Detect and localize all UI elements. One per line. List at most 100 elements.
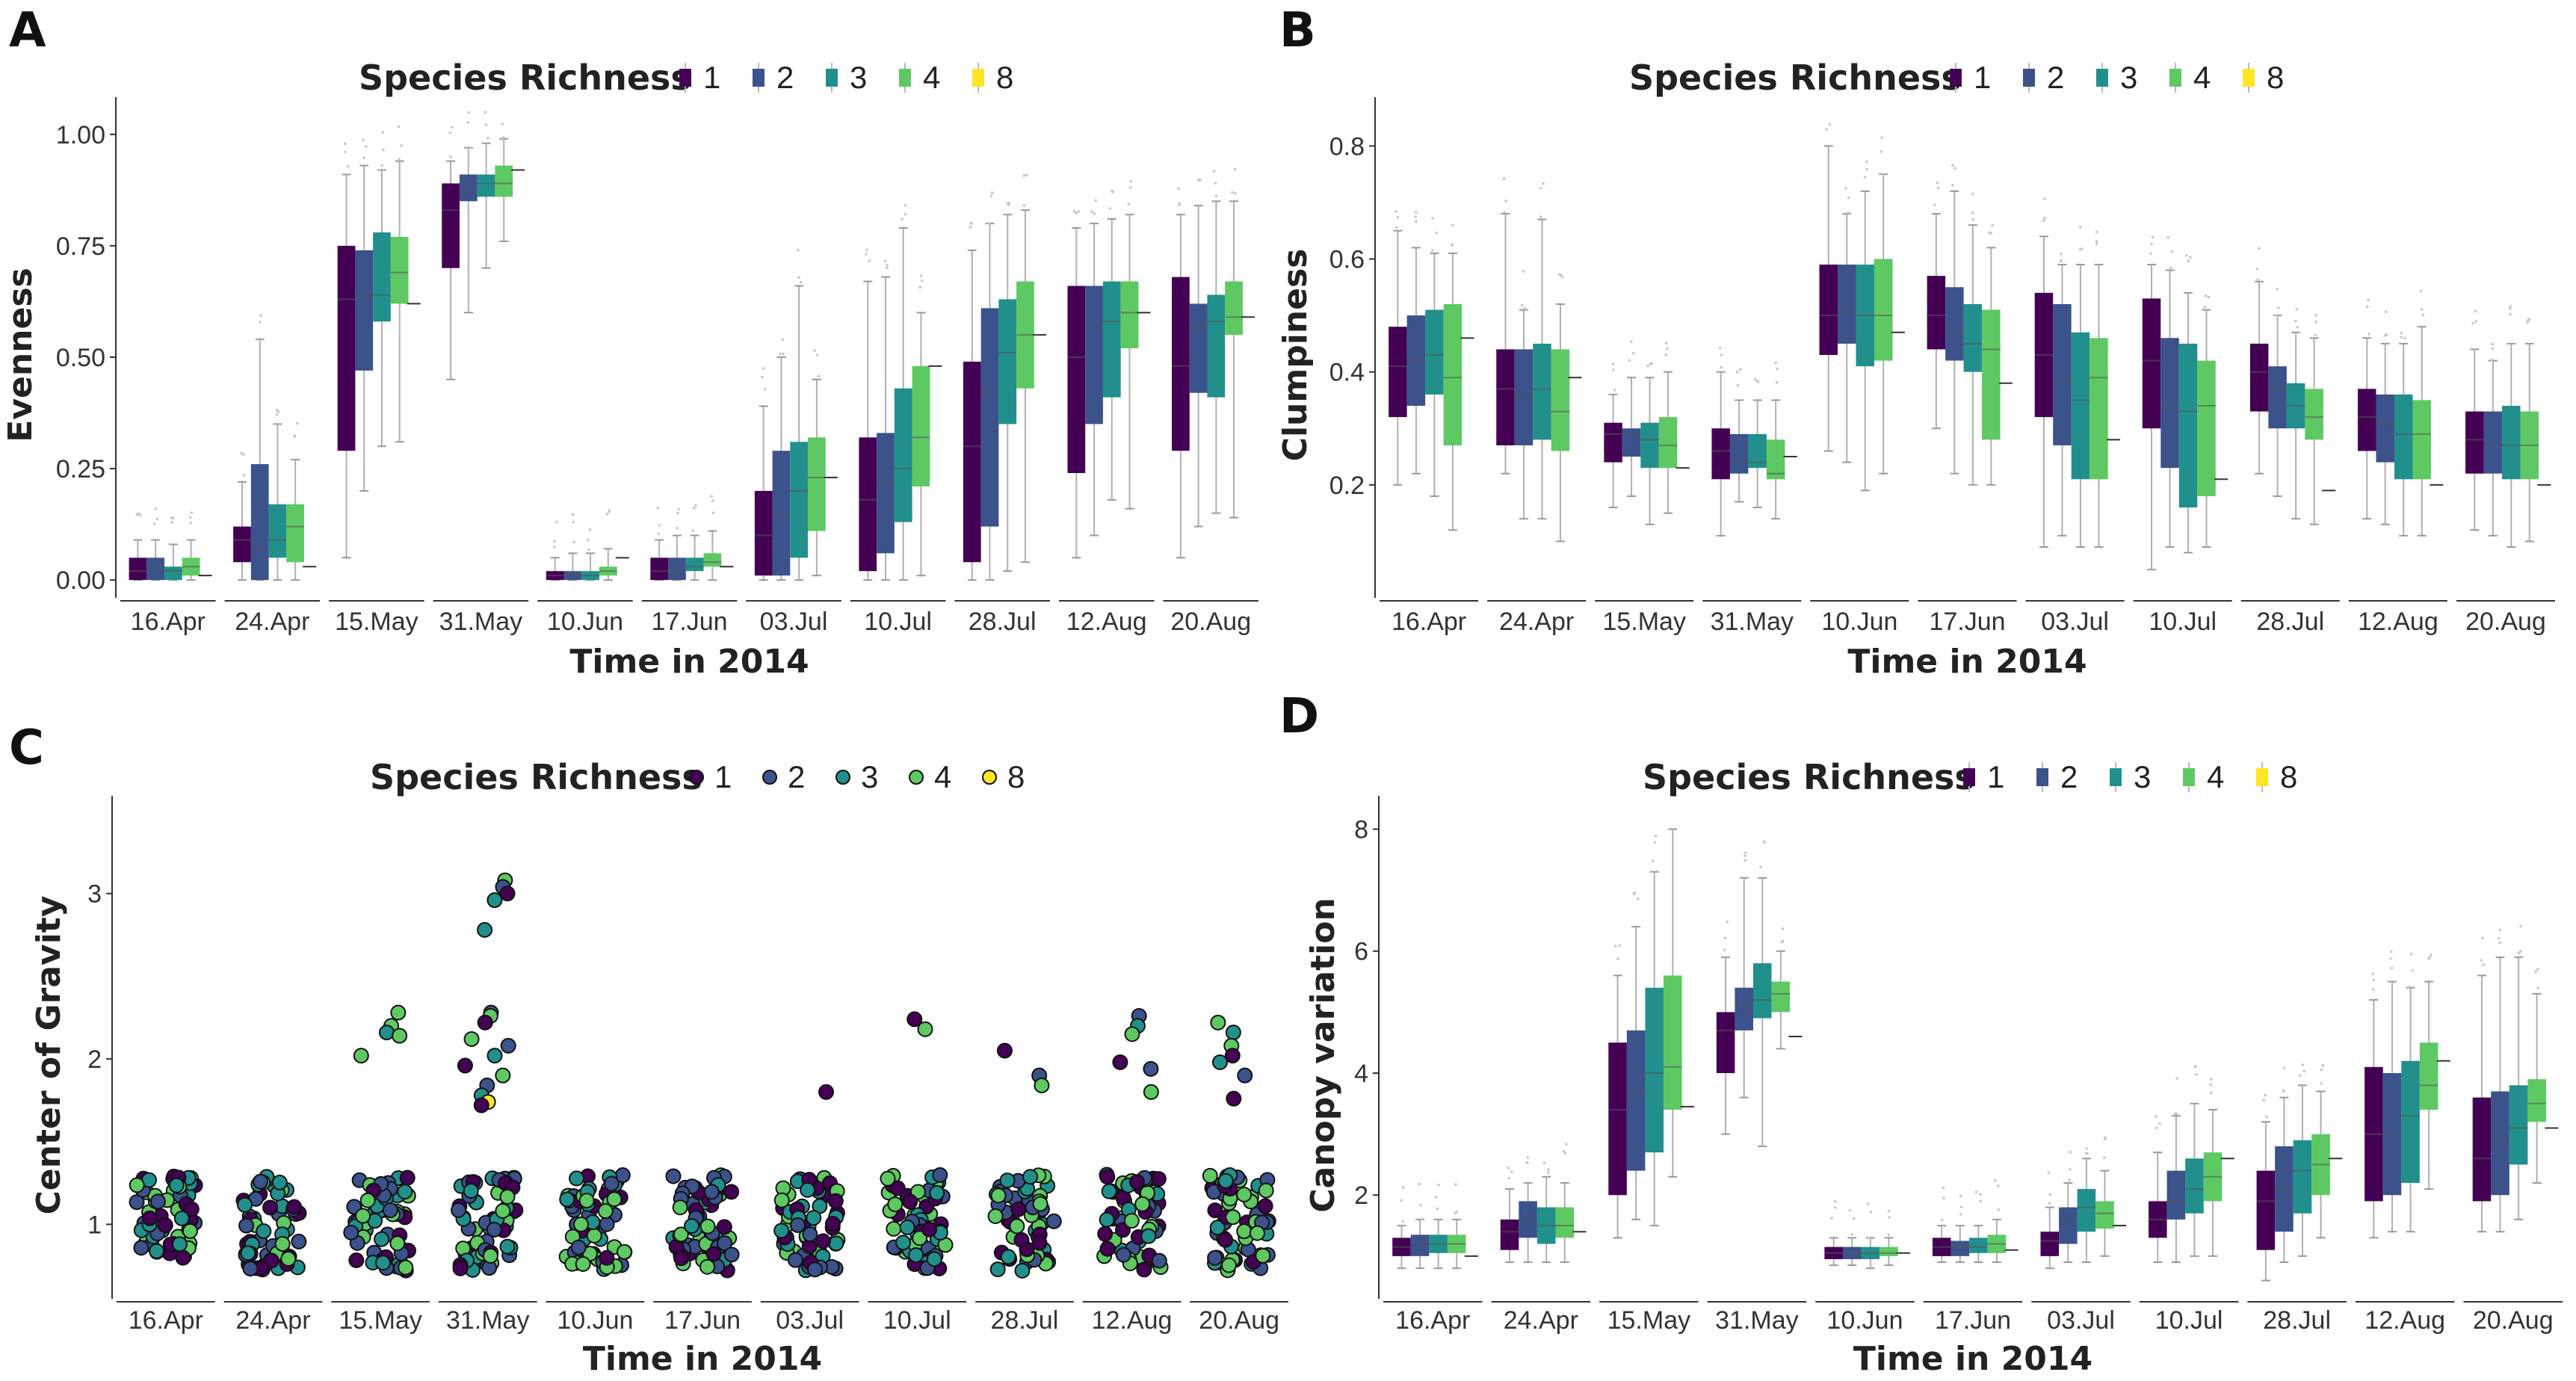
data-point <box>171 1236 188 1252</box>
outlier-point <box>2207 295 2211 299</box>
box-level-2 <box>1514 270 1533 520</box>
legend-swatch <box>689 770 704 785</box>
box-level-1 <box>1172 187 1190 559</box>
outlier-point <box>1723 936 1727 940</box>
data-point <box>242 1261 259 1277</box>
outlier-point <box>2170 250 2173 253</box>
outlier-point <box>1451 244 1454 247</box>
data-point <box>286 1199 303 1215</box>
box-level-3 <box>2185 1065 2204 1257</box>
outlier-point <box>2474 320 2478 323</box>
box-level-4 <box>1555 1143 1575 1264</box>
outlier-point <box>990 191 994 194</box>
outlier-point <box>1454 1211 1457 1214</box>
outlier-point <box>1959 1212 1962 1216</box>
outlier-point <box>190 511 194 514</box>
data-point <box>398 1259 414 1276</box>
outlier-point <box>921 279 924 282</box>
box <box>1945 287 1964 361</box>
box <box>1189 303 1208 393</box>
legend-swatch <box>826 69 838 87</box>
legend-label: 8 <box>996 60 1013 95</box>
outlier-point <box>1971 192 1974 196</box>
outlier-point <box>2295 308 2299 311</box>
outlier-point <box>605 512 609 516</box>
x-tick-label: 12.Aug <box>2365 1306 2445 1335</box>
data-point <box>1207 1202 1223 1219</box>
box <box>2059 1207 2078 1244</box>
data-point <box>586 1227 602 1243</box>
data-point <box>477 921 493 938</box>
x-tick-label: 16.Apr <box>131 608 206 636</box>
outlier-point <box>886 263 889 267</box>
data-point <box>1014 1262 1031 1279</box>
outlier-point <box>969 226 972 229</box>
y-axis: 0.00 0.25 0.50 0.75 1.00 Evenness <box>1 97 117 598</box>
legend-key-2: 2 <box>2036 759 2078 794</box>
legend-label: 2 <box>776 60 794 95</box>
outlier-point <box>1108 207 1112 210</box>
data-point <box>606 1191 623 1208</box>
legend-key-1: 1 <box>679 60 720 95</box>
x-tick-label: 03.Jul <box>776 1306 844 1335</box>
data-point <box>575 1256 591 1273</box>
box <box>1225 281 1243 336</box>
data-point <box>1225 1209 1241 1226</box>
outlier-point <box>1560 275 1564 279</box>
x-axis: 16.Apr 24.Apr 15.May 31.May 10.Jun 17.Jun 03.J… <box>117 1301 1288 1378</box>
outlier-point <box>1869 1211 1873 1214</box>
outlier-point <box>346 164 350 168</box>
box <box>355 250 374 371</box>
x-tick-label: 20.Aug <box>2473 1306 2554 1335</box>
outlier-point <box>154 507 157 510</box>
data-point <box>1210 1014 1226 1031</box>
data-point <box>262 1199 279 1216</box>
outlier-point <box>259 337 262 340</box>
y-axis: 1 2 3 Center of Gravity <box>30 796 113 1299</box>
box <box>1626 1030 1646 1171</box>
x-tick-label: 03.Jul <box>760 608 828 636</box>
box-level-1 <box>859 248 877 581</box>
box <box>859 437 877 572</box>
box <box>2040 1232 2060 1256</box>
outlier-point <box>711 499 714 502</box>
box-level-3 <box>268 409 287 581</box>
data-point <box>773 1223 790 1239</box>
y-tick-label: 0.6 <box>1329 246 1365 274</box>
outlier-point <box>1887 1233 1890 1237</box>
box-level-1 <box>2256 1093 2276 1282</box>
outlier-point <box>362 138 365 141</box>
outlier-point <box>1558 273 1561 276</box>
y-tick-label: 0.2 <box>1329 472 1365 500</box>
data-point <box>237 1196 253 1213</box>
outlier-point <box>2508 307 2512 310</box>
box <box>1819 265 1838 355</box>
x-tick-label: 15.May <box>335 608 418 636</box>
outlier-point <box>1521 303 1524 307</box>
outlier-point <box>2258 247 2261 250</box>
x-tick-label: 31.May <box>439 608 523 636</box>
outlier-point <box>2419 290 2423 293</box>
data-point <box>880 1170 896 1187</box>
box-level-4 <box>286 421 305 581</box>
outlier-point <box>904 203 907 207</box>
legend-label: 1 <box>1974 60 1991 95</box>
outlier-point <box>258 320 262 324</box>
outlier-point <box>1400 1199 1403 1202</box>
box-level-1 <box>650 507 669 581</box>
box-level-1 <box>2249 247 2269 475</box>
box <box>877 433 895 554</box>
box-level-2 <box>1735 851 1753 1099</box>
outlier-point <box>1629 340 1633 343</box>
outlier-point <box>2320 1068 2323 1072</box>
outlier-point <box>1953 167 1956 170</box>
data-point <box>392 1028 408 1044</box>
outlier-point <box>365 145 368 148</box>
box-level-3 <box>1425 217 1444 497</box>
outlier-point <box>2155 1126 2158 1130</box>
outlier-point <box>1539 215 1542 219</box>
outlier-point <box>137 512 140 515</box>
data-point <box>672 1199 688 1216</box>
data-point <box>399 1170 416 1186</box>
